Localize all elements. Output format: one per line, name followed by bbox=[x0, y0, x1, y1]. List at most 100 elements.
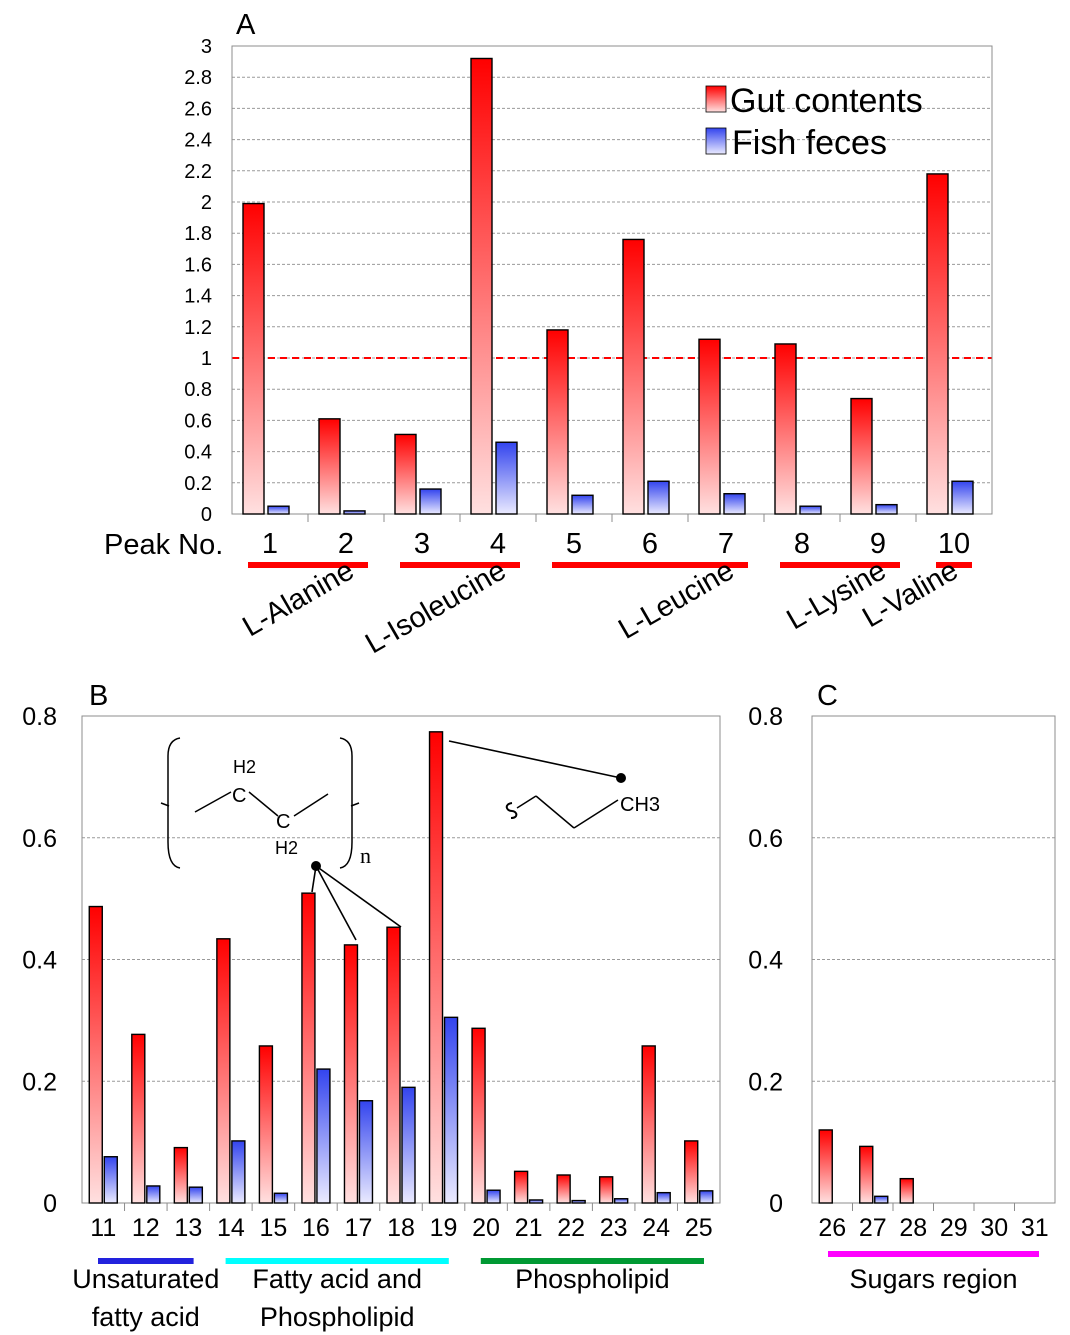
y-tick-label: 1.6 bbox=[184, 254, 212, 276]
y-tick-label: 0.4 bbox=[184, 442, 212, 464]
y-tick-label: 2.8 bbox=[184, 67, 212, 89]
group-underline bbox=[552, 562, 748, 568]
bar-fish-feces-7 bbox=[723, 493, 746, 515]
panel-c: C 0 0.2 0.4 0.6 0.8 26 27 28 29 30 31 Sugars regi… bbox=[748, 680, 1056, 1294]
y-tick-label: 0.2 bbox=[748, 1068, 783, 1096]
y-tick-label: 2.2 bbox=[184, 161, 212, 183]
x-tick-label: 18 bbox=[387, 1214, 415, 1242]
y-tick-label: 1.2 bbox=[184, 317, 212, 339]
bar-fish-feces-13 bbox=[188, 1186, 204, 1204]
group-label: fatty acid bbox=[92, 1302, 200, 1332]
bar-fish-feces-18 bbox=[401, 1086, 416, 1204]
x-tick-label: 7 bbox=[718, 528, 734, 560]
panel-b-bars bbox=[88, 731, 714, 1204]
x-tick-label: 12 bbox=[132, 1214, 160, 1242]
structure-left-bracket-tip bbox=[160, 802, 170, 807]
y-tick-label: 0.6 bbox=[22, 825, 57, 853]
bar-gut-contents-25 bbox=[684, 1140, 699, 1204]
pointer-line-peak-17 bbox=[315, 865, 357, 941]
panel-b-groups: Unsaturated fatty acid Fatty acid and Phosp… bbox=[72, 1258, 704, 1332]
panel-a: A 0 0.2 0.4 0.6 0.8 1 1.2 1.4 1.6 1.8 2 2.2 2.4 2.6 2.… bbox=[104, 9, 993, 660]
structure-left-bracket bbox=[167, 737, 181, 869]
panel-a-groups: L-Alanine L-Isoleucine L-Leucine L-LysineL-… bbox=[237, 554, 972, 660]
y-tick-label: 2.6 bbox=[184, 98, 212, 120]
y-tick-label: 1.4 bbox=[184, 286, 212, 308]
x-tick-label: 27 bbox=[859, 1214, 887, 1242]
bar-fish-feces-11 bbox=[103, 1156, 118, 1204]
structure-n-label: n bbox=[360, 843, 371, 868]
group-underline bbox=[248, 562, 368, 568]
y-tick-label: 0.4 bbox=[22, 947, 57, 975]
structure-right-bracket-tip bbox=[350, 802, 360, 807]
pointer-line-peak-16 bbox=[311, 865, 317, 893]
bar-gut-contents-21 bbox=[513, 1170, 529, 1204]
panel-b-gridlines bbox=[82, 837, 720, 1082]
bar-gut-contents-23 bbox=[598, 1176, 614, 1204]
group-underline bbox=[828, 1251, 1039, 1257]
y-tick-label: 0.4 bbox=[748, 947, 783, 975]
x-tick-label: 28 bbox=[899, 1214, 927, 1242]
bar-fish-feces-20 bbox=[486, 1189, 501, 1204]
x-tick-label: 23 bbox=[600, 1214, 628, 1242]
group-underline bbox=[225, 1258, 449, 1264]
bar-fish-feces-8 bbox=[799, 505, 822, 515]
legend-feces-swatch bbox=[705, 127, 727, 155]
bar-fish-feces-5 bbox=[571, 494, 594, 515]
group-underline bbox=[400, 562, 520, 568]
x-tick-label: 15 bbox=[259, 1214, 287, 1242]
x-tick-label: 17 bbox=[345, 1214, 373, 1242]
structure-h2-bottom: H2 bbox=[275, 838, 298, 858]
x-tick-label: 29 bbox=[940, 1214, 968, 1242]
panel-b-plot-frame bbox=[81, 715, 721, 1204]
x-tick-label: 21 bbox=[515, 1214, 543, 1242]
group-underline bbox=[98, 1258, 194, 1264]
bar-fish-feces-2 bbox=[343, 510, 366, 515]
panel-c-groups: Sugars region bbox=[828, 1251, 1039, 1294]
bar-gut-contents-5 bbox=[546, 329, 569, 515]
x-tick-label: 25 bbox=[685, 1214, 713, 1242]
panel-a-y-tick-labels: 0 0.2 0.4 0.6 0.8 1 1.2 1.4 1.6 1.8 2 2.2 2.4 2.6 2.8 3 bbox=[184, 36, 212, 526]
legend-gut-label: Gut contents bbox=[730, 82, 923, 120]
bar-gut-contents-10 bbox=[926, 173, 949, 515]
bar-gut-contents-1 bbox=[242, 202, 265, 515]
group-label: L-Leucine bbox=[613, 554, 739, 645]
y-tick-label: 0.8 bbox=[184, 379, 212, 401]
bar-gut-contents-12 bbox=[131, 1033, 146, 1204]
x-tick-label: 3 bbox=[414, 528, 430, 560]
x-tick-label: 20 bbox=[472, 1214, 500, 1242]
panel-c-x-tick-labels: 26 27 28 29 30 31 bbox=[818, 1203, 1049, 1242]
structure-bond-2 bbox=[248, 791, 279, 817]
methyl-structure: CH3 bbox=[448, 740, 660, 829]
structure-h2-top: H2 bbox=[233, 757, 256, 777]
x-tick-label: 9 bbox=[870, 528, 886, 560]
panel-c-gridlines bbox=[812, 837, 1055, 1082]
y-tick-label: 0.8 bbox=[22, 703, 57, 731]
group-label: Fatty acid and bbox=[252, 1264, 422, 1294]
bar-fish-feces-14 bbox=[231, 1140, 246, 1204]
bar-gut-contents-27 bbox=[859, 1145, 874, 1204]
group-label: Unsaturated bbox=[72, 1264, 219, 1294]
group-underline bbox=[936, 562, 972, 568]
bar-gut-contents-15 bbox=[258, 1045, 274, 1204]
methyl-chain-bond-3 bbox=[573, 799, 619, 829]
bar-gut-contents-28 bbox=[899, 1177, 914, 1204]
group-label: Phospholipid bbox=[515, 1264, 670, 1294]
y-tick-label: 2.4 bbox=[184, 130, 212, 152]
panel-b-y-tick-labels: 0 0.2 0.4 0.6 0.8 bbox=[22, 703, 57, 1218]
panel-c-y-tick-labels: 0 0.2 0.4 0.6 0.8 bbox=[748, 703, 783, 1218]
bar-fish-feces-1 bbox=[267, 505, 290, 515]
group-label: Phospholipid bbox=[260, 1302, 415, 1332]
bar-fish-feces-16 bbox=[316, 1068, 331, 1204]
panel-a-gridlines bbox=[232, 76, 992, 484]
structure-bond-3 bbox=[293, 793, 329, 817]
panel-b: B 0 0.2 0.4 0.6 0.8 11 12 13 14 15 16 17 18 19 20 21 22… bbox=[22, 680, 721, 1332]
pointer-line-peak-19 bbox=[448, 740, 622, 779]
bar-gut-contents-20 bbox=[471, 1027, 486, 1204]
bar-fish-feces-10 bbox=[951, 480, 974, 515]
methyl-chain-bond-1 bbox=[516, 795, 537, 809]
bar-gut-contents-11 bbox=[88, 905, 103, 1204]
y-tick-label: 1 bbox=[201, 348, 212, 370]
bar-fish-feces-6 bbox=[647, 480, 670, 515]
structure-carbon-1: C bbox=[232, 785, 246, 807]
x-tick-label: 24 bbox=[642, 1214, 670, 1242]
